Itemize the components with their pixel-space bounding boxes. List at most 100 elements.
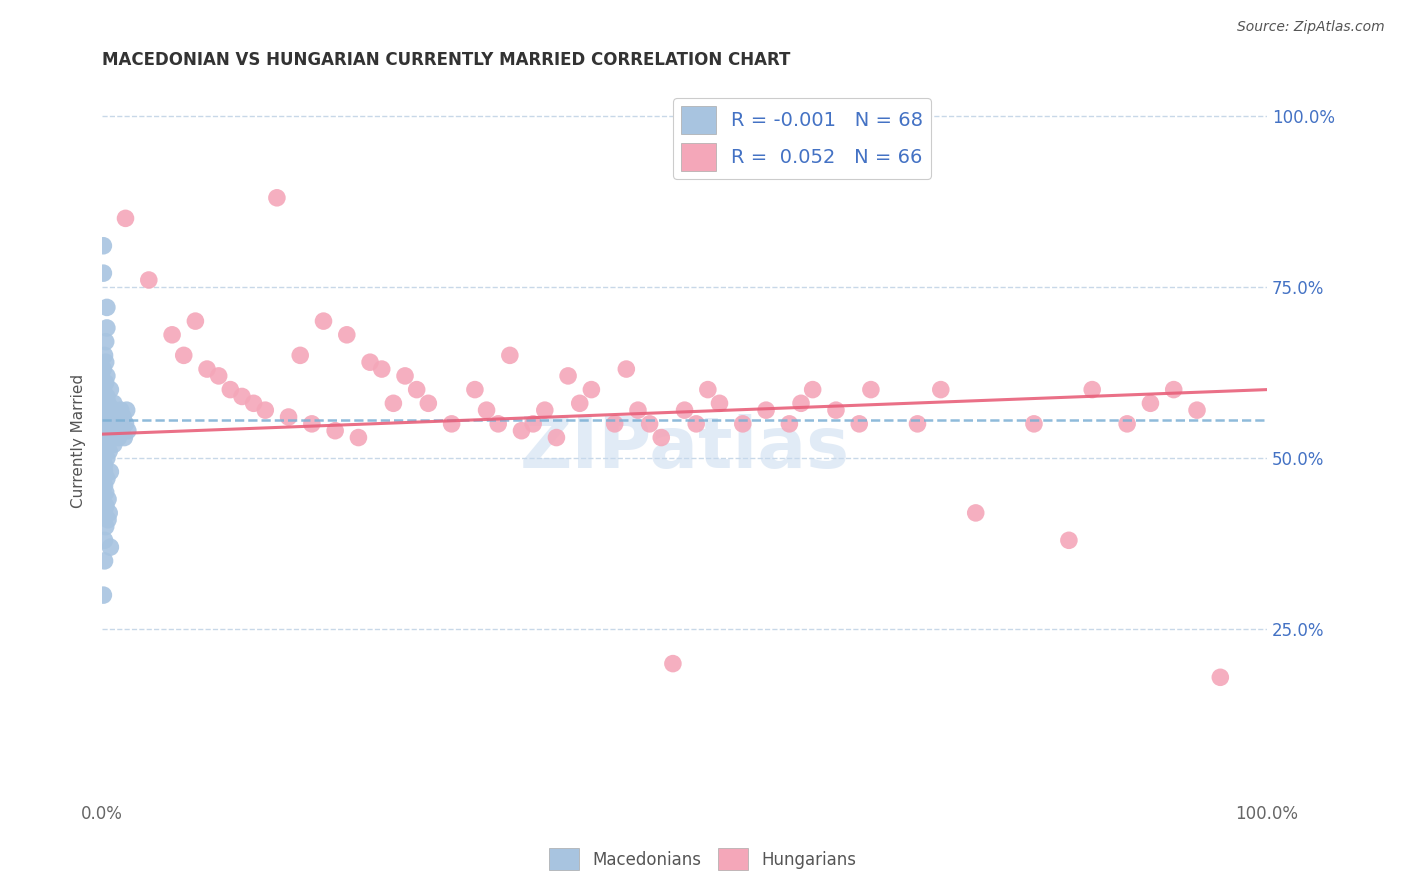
Point xyxy=(323,424,346,438)
Point xyxy=(93,506,115,520)
Point xyxy=(96,472,118,486)
Point xyxy=(96,389,118,403)
Text: Source: ZipAtlas.com: Source: ZipAtlas.com xyxy=(1237,20,1385,34)
Point xyxy=(114,417,136,431)
Point xyxy=(94,376,117,390)
Point xyxy=(1081,383,1104,397)
Point xyxy=(93,348,115,362)
Point xyxy=(382,396,405,410)
Point xyxy=(98,403,121,417)
Point xyxy=(105,424,128,438)
Point xyxy=(93,478,115,492)
Point xyxy=(94,485,117,500)
Point xyxy=(673,403,696,417)
Point xyxy=(848,417,870,431)
Point xyxy=(103,437,125,451)
Point xyxy=(546,431,568,445)
Point xyxy=(336,327,359,342)
Point xyxy=(103,396,125,410)
Point xyxy=(801,383,824,397)
Point xyxy=(371,362,394,376)
Point xyxy=(94,396,117,410)
Point xyxy=(347,431,370,445)
Point xyxy=(486,417,509,431)
Point xyxy=(93,437,115,451)
Point xyxy=(98,424,121,438)
Point xyxy=(93,239,115,253)
Point xyxy=(93,409,115,424)
Point xyxy=(627,403,650,417)
Point xyxy=(160,327,183,342)
Point xyxy=(638,417,661,431)
Point xyxy=(394,368,416,383)
Point xyxy=(93,588,115,602)
Point xyxy=(108,417,131,431)
Point xyxy=(93,403,115,417)
Point xyxy=(97,396,120,410)
Point xyxy=(254,403,277,417)
Point xyxy=(96,301,118,315)
Point xyxy=(418,396,440,410)
Point xyxy=(1163,383,1185,397)
Point xyxy=(112,409,135,424)
Point xyxy=(709,396,731,410)
Point xyxy=(93,472,115,486)
Point xyxy=(97,513,120,527)
Point xyxy=(499,348,522,362)
Point xyxy=(111,424,134,438)
Legend: R = -0.001   N = 68, R =  0.052   N = 66: R = -0.001 N = 68, R = 0.052 N = 66 xyxy=(673,98,931,178)
Point xyxy=(301,417,323,431)
Point xyxy=(93,554,115,568)
Point xyxy=(115,403,138,417)
Point xyxy=(184,314,207,328)
Legend: Macedonians, Hungarians: Macedonians, Hungarians xyxy=(543,842,863,877)
Point xyxy=(96,321,118,335)
Point xyxy=(93,417,115,431)
Point xyxy=(98,465,121,479)
Point xyxy=(93,424,115,438)
Point xyxy=(104,403,127,417)
Point xyxy=(696,383,718,397)
Point xyxy=(557,368,579,383)
Point xyxy=(98,444,121,458)
Point xyxy=(1209,670,1232,684)
Point xyxy=(522,417,544,431)
Point xyxy=(100,431,122,445)
Point xyxy=(231,389,253,403)
Point xyxy=(98,383,121,397)
Point xyxy=(93,451,115,466)
Point xyxy=(97,417,120,431)
Point xyxy=(277,409,299,424)
Point xyxy=(510,424,533,438)
Point xyxy=(907,417,929,431)
Point xyxy=(98,540,121,554)
Point xyxy=(1057,533,1080,548)
Point xyxy=(312,314,335,328)
Text: ZIPatlas: ZIPatlas xyxy=(519,414,849,483)
Point xyxy=(778,417,800,431)
Point xyxy=(93,266,115,280)
Point xyxy=(603,417,626,431)
Point xyxy=(94,519,117,533)
Point xyxy=(94,334,117,349)
Point xyxy=(359,355,381,369)
Point xyxy=(98,506,121,520)
Point xyxy=(93,533,115,548)
Point xyxy=(93,458,115,472)
Point xyxy=(1116,417,1139,431)
Point xyxy=(1022,417,1045,431)
Point xyxy=(93,362,115,376)
Point xyxy=(94,499,117,513)
Point xyxy=(100,409,122,424)
Point xyxy=(93,383,115,397)
Point xyxy=(219,383,242,397)
Point xyxy=(195,362,218,376)
Point xyxy=(93,389,115,403)
Text: MACEDONIAN VS HUNGARIAN CURRENTLY MARRIED CORRELATION CHART: MACEDONIAN VS HUNGARIAN CURRENTLY MARRIE… xyxy=(103,51,790,69)
Point xyxy=(112,431,135,445)
Y-axis label: Currently Married: Currently Married xyxy=(72,374,86,508)
Point xyxy=(965,506,987,520)
Point xyxy=(290,348,312,362)
Point xyxy=(1185,403,1208,417)
Point xyxy=(96,409,118,424)
